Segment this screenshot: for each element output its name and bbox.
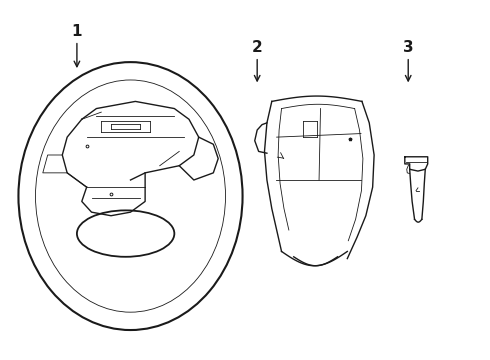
Text: 3: 3 xyxy=(403,40,414,55)
Text: 1: 1 xyxy=(72,24,82,39)
Text: 2: 2 xyxy=(252,40,263,55)
